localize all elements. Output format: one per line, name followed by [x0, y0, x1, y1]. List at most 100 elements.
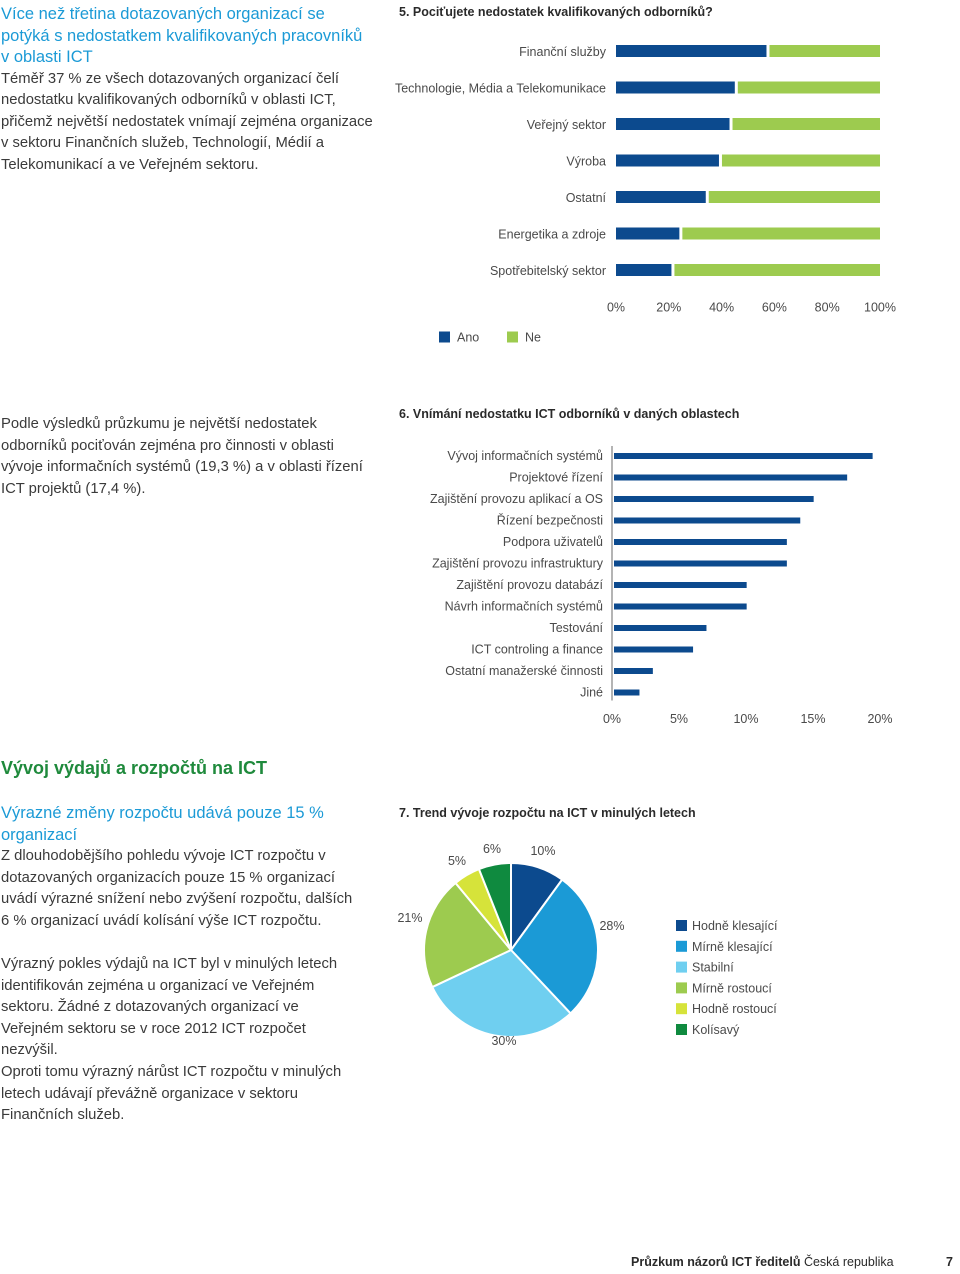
- chart5-title: 5. Pociťujete nedostatek kvalifikovaných…: [399, 5, 713, 19]
- footer-title: Průzkum názorů ICT ředitelů: [631, 1255, 801, 1269]
- section-block: Výrazné změny rozpočtu udává pouze 15 % …: [1, 803, 352, 932]
- chart7-value-label: 6%: [483, 842, 501, 856]
- chart6-xtick-label: 0%: [603, 712, 621, 725]
- chart7-value-label: 28%: [599, 919, 624, 933]
- chart7-slice: [509, 878, 599, 1015]
- chart7-value-label: 30%: [491, 1034, 516, 1048]
- chart6-bar: [614, 603, 747, 610]
- chart6-category-label: Testování: [549, 621, 603, 635]
- chart5-xtick-label: 40%: [709, 301, 734, 315]
- chart5-legend-label-ne: Ne: [525, 331, 541, 345]
- chart7-legend-swatch: [676, 982, 687, 994]
- chart6-bar: [614, 582, 747, 588]
- chart6-category-label: Jiné: [580, 686, 603, 700]
- chart5-xtick-label: 80%: [815, 301, 840, 315]
- chart5-xtick-label: 0%: [607, 301, 625, 315]
- intro-heading: Více než třetina dotazovaných organizací…: [1, 5, 363, 66]
- chart6-bar: [614, 496, 814, 502]
- section-p2: Výrazný pokles výdajů na ICT byl v minul…: [1, 956, 338, 1058]
- chart7-legend-label: Hodně klesající: [692, 919, 778, 933]
- chart6-svg: Vývoj informačních systémů Projektové říz…: [430, 446, 893, 725]
- chart6-category-label: Zajištění provozu aplikací a OS: [430, 492, 603, 506]
- chart5-bar-ano: [616, 81, 735, 94]
- chart7-legend-swatch: [676, 1003, 687, 1015]
- chart7-legend-swatch: [676, 940, 687, 952]
- footer-subtitle: Česká republika: [803, 1255, 894, 1269]
- chart7-legend-swatch: [676, 961, 687, 973]
- chart5-bar-ano: [616, 191, 706, 203]
- chart5-category-label: Finanční služby: [519, 45, 607, 59]
- chart6-category-label: Návrh informačních systémů: [445, 600, 603, 614]
- chart5-legend-label-ano: Ano: [457, 331, 479, 345]
- chart6-bar: [614, 646, 694, 653]
- chart6-category-label: Zajištění provozu infrastruktury: [432, 557, 604, 571]
- section-p3: Oproti tomu výrazný nárůst ICT rozpočtu …: [1, 1064, 342, 1123]
- chart6-category-label: Ostatní manažerské činnosti: [445, 664, 603, 678]
- chart6-category-label: Zajištění provozu databází: [456, 578, 603, 592]
- intro-body: Téměř 37 % ze všech dotazovaných organiz…: [1, 70, 373, 173]
- chart7-slice: [423, 881, 513, 989]
- chart5-category-label: Energetika a zdroje: [498, 228, 606, 242]
- chart5-xtick-label: 100%: [864, 301, 896, 315]
- chart7-value-label: 10%: [530, 844, 555, 858]
- chart7-legend-label: Hodně rostoucí: [692, 1002, 777, 1016]
- chart6-bar: [614, 539, 787, 545]
- chart6-bar: [614, 517, 801, 524]
- chart6-category-label: Řízení bezpečnosti: [497, 513, 603, 528]
- chart7-title: 7. Trend vývoje rozpočtu na ICT v minulý…: [399, 806, 696, 820]
- chart7-legend-swatch: [676, 920, 687, 931]
- chart6-category-label: Vývoj informačních systémů: [447, 449, 603, 463]
- chart6-category-label: ICT controling a finance: [471, 643, 603, 657]
- chart5-bar-ne: [737, 81, 880, 94]
- chart7-slice: [477, 861, 512, 951]
- chart5-svg: Finanční služby Technologie, Média a Tele…: [395, 45, 896, 345]
- chart6-xtick-label: 5%: [670, 712, 688, 725]
- chart6-bar: [614, 689, 640, 696]
- section-subheading: Výrazné změny rozpočtu udává pouze 15 % …: [1, 804, 324, 844]
- chart7-svg: 10% 28% 30% 21% 5% 6% Hodně klesající Mírně kle…: [397, 842, 778, 1048]
- chart6-category-label: Podpora uživatelů: [503, 535, 603, 549]
- chart7-legend-label: Mírně rostoucí: [692, 981, 772, 995]
- chart5-bar-ne: [674, 264, 880, 276]
- chart6-bar: [614, 625, 707, 631]
- paragraph-shortage-areas: Podle výsledků průzkumu je největší nedo…: [1, 416, 363, 497]
- chart6-title: 6. Vnímání nedostatku ICT odborníků v da…: [399, 407, 740, 421]
- chart5-bar-ano: [616, 118, 730, 130]
- chart5-legend-swatch-ne: [507, 331, 518, 343]
- chart7-legend-label: Stabilní: [692, 961, 734, 975]
- chart6-xtick-label: 20%: [867, 712, 892, 725]
- chart5-legend-swatch-ano: [439, 331, 450, 343]
- chart6-xtick-label: 10%: [733, 712, 758, 725]
- chart5-xtick-label: 60%: [762, 301, 787, 315]
- chart6-bar: [614, 560, 787, 567]
- chart6-bar: [614, 453, 873, 459]
- chart6-bar: [614, 474, 848, 481]
- chart5-xtick-label: 20%: [656, 301, 681, 315]
- chart5-bar-ne: [732, 118, 880, 130]
- chart5-bar-ne: [721, 154, 880, 167]
- chart6-category-label: Projektové řízení: [509, 471, 603, 485]
- chart5-bar-ano: [616, 154, 719, 167]
- chart5-bar-ne: [769, 45, 880, 57]
- section-heading: Vývoj výdajů a rozpočtů na ICT: [1, 758, 268, 778]
- footer: Průzkum názorů ICT ředitelů Česká republ…: [631, 1255, 894, 1269]
- chart7-value-label: 5%: [448, 854, 466, 868]
- chart5-category-label: Ostatní: [566, 191, 607, 205]
- chart6-bar: [614, 668, 653, 674]
- chart5-category-label: Spotřebitelský sektor: [490, 264, 606, 278]
- chart7-legend-swatch: [676, 1024, 687, 1035]
- chart5-bar-ne: [708, 191, 880, 203]
- intro-block: Více než třetina dotazovaných organizací…: [1, 4, 373, 176]
- chart7-legend-label: Kolísavý: [692, 1023, 740, 1037]
- chart7-value-label: 21%: [397, 911, 422, 925]
- page-number: 7: [946, 1255, 953, 1269]
- chart5-bar-ano: [616, 227, 680, 240]
- chart6-xtick-label: 15%: [800, 712, 825, 725]
- chart5-bar-ano: [616, 264, 672, 276]
- chart5-bar-ano: [616, 45, 767, 57]
- chart5-category-label: Výroba: [566, 155, 606, 169]
- chart7-legend-label: Mírně klesající: [692, 940, 773, 954]
- chart5-bar-ne: [682, 227, 880, 240]
- section-p1: Z dlouhodobějšího pohledu vývoje ICT roz…: [1, 848, 353, 929]
- chart5-category-label: Veřejný sektor: [527, 118, 606, 132]
